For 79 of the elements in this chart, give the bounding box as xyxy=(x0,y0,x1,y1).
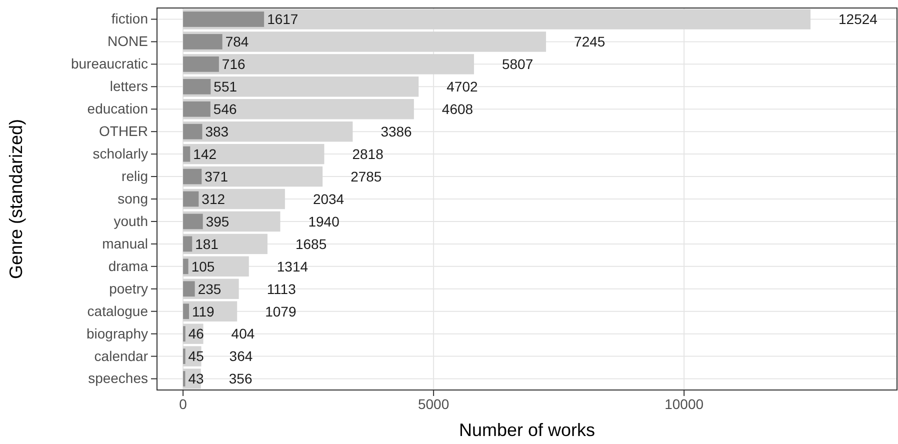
y-tick-label: scholarly xyxy=(92,146,148,162)
data-label: 3386 xyxy=(380,123,412,140)
data-label: 43 xyxy=(188,370,204,387)
data-label: 716 xyxy=(222,56,246,72)
y-tick-label: calendar xyxy=(94,348,148,364)
y-tick-label: drama xyxy=(108,258,148,274)
data-label: 105 xyxy=(191,258,215,274)
y-tick-label: catalogue xyxy=(87,302,148,319)
x-tick-label: 5000 xyxy=(418,396,450,412)
y-tick-label: letters xyxy=(110,78,148,94)
data-label: 45 xyxy=(188,348,204,364)
data-label: 181 xyxy=(195,236,219,252)
x-tick-label: 0 xyxy=(179,396,188,412)
bar xyxy=(183,56,219,72)
data-label: 5807 xyxy=(502,56,534,72)
bar xyxy=(183,191,199,207)
data-label: 371 xyxy=(204,168,228,184)
bar xyxy=(183,121,353,142)
bar xyxy=(183,214,203,230)
y-tick-label: song xyxy=(118,190,148,206)
data-label: 4702 xyxy=(446,78,478,95)
bar xyxy=(183,76,419,97)
bar xyxy=(183,32,546,52)
data-label: 2034 xyxy=(312,190,344,207)
bar xyxy=(183,54,474,74)
data-label: 1113 xyxy=(266,280,296,297)
data-label: 784 xyxy=(225,34,249,50)
bar xyxy=(183,124,202,140)
y-tick-label: bureaucratic xyxy=(70,56,148,72)
bar xyxy=(183,12,264,27)
bar xyxy=(183,234,268,254)
bar xyxy=(183,78,211,94)
data-label: 12524 xyxy=(838,11,878,28)
bar xyxy=(183,166,323,187)
data-label: 1940 xyxy=(308,213,340,230)
bar xyxy=(183,146,190,162)
data-label: 7245 xyxy=(574,34,606,50)
data-label: 1617 xyxy=(267,11,298,28)
data-label: 119 xyxy=(192,303,215,320)
data-label: 383 xyxy=(205,123,229,140)
bar xyxy=(183,258,188,274)
bar xyxy=(183,34,222,50)
y-tick-label: biography xyxy=(86,325,148,342)
data-label: 356 xyxy=(228,370,252,387)
data-label: 4608 xyxy=(442,101,474,118)
y-tick-label: manual xyxy=(102,235,148,252)
bar xyxy=(183,9,811,30)
data-label: 312 xyxy=(202,190,226,207)
data-label: 2818 xyxy=(352,146,384,162)
data-label: 1685 xyxy=(295,236,327,252)
data-label: 546 xyxy=(213,101,237,118)
y-tick-label: NONE xyxy=(108,33,148,50)
data-label: 2785 xyxy=(350,168,382,184)
bar xyxy=(183,281,195,297)
bar xyxy=(183,168,202,184)
x-axis-title: Number of works xyxy=(458,420,596,440)
data-label: 551 xyxy=(214,78,238,95)
bar xyxy=(183,101,210,117)
data-label: 404 xyxy=(231,326,255,342)
data-label: 395 xyxy=(206,213,230,230)
y-tick-label: education xyxy=(87,100,148,117)
y-tick-label: fiction xyxy=(111,10,148,27)
data-label: 142 xyxy=(193,146,217,162)
y-tick-label: OTHER xyxy=(99,123,148,140)
bar xyxy=(183,99,414,120)
data-label: 1314 xyxy=(276,258,308,274)
y-tick-label: speeches xyxy=(88,370,148,386)
bar xyxy=(183,144,324,164)
x-tick-label: 10000 xyxy=(664,396,704,412)
y-tick-label: youth xyxy=(114,212,148,229)
data-label: 235 xyxy=(198,280,222,297)
bar xyxy=(183,304,190,320)
y-axis-title: Genre (standarized) xyxy=(6,118,26,280)
y-tick-label: poetry xyxy=(109,280,148,296)
bar xyxy=(183,236,192,252)
y-tick-label: relig xyxy=(122,168,148,184)
data-label: 1079 xyxy=(265,303,296,320)
data-label: 46 xyxy=(188,326,204,342)
data-label: 364 xyxy=(229,348,253,364)
